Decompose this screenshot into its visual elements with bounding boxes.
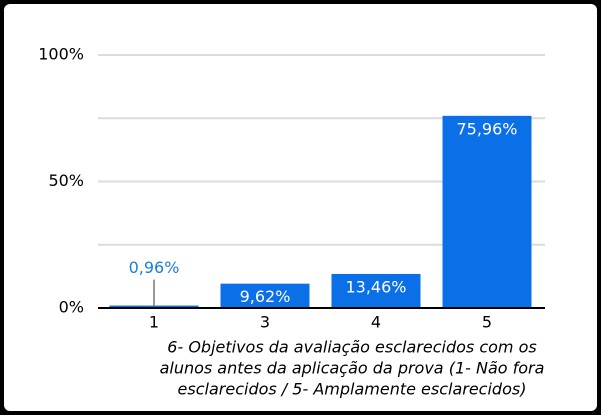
y-tick-label: 0% (59, 298, 84, 317)
chart: 0% 50% 100% 1 0,96% 3 9,62% 4 13,46% 5 75,96% 6- Ob… (38, 45, 545, 399)
x-tick-label: 4 (371, 313, 381, 332)
bar (109, 305, 199, 308)
x-tick-label: 3 (260, 313, 270, 332)
x-tick-label: 5 (482, 313, 492, 332)
value-label: 75,96% (456, 119, 517, 138)
value-label: 13,46% (345, 277, 406, 296)
x-axis-label: esclarecidos / 5- Amplamente esclarecido… (178, 380, 527, 399)
value-label: 0,96% (129, 258, 180, 277)
x-tick-label: 1 (149, 313, 159, 332)
value-label: 9,62% (240, 287, 291, 306)
y-tick-label: 100% (38, 45, 84, 64)
x-axis-label: 6- Objetivos da avaliação esclarecidos c… (167, 338, 536, 357)
bar (220, 283, 310, 308)
x-axis-label: alunos antes da aplicação da prova (1- N… (160, 359, 545, 378)
y-tick-label: 50% (48, 171, 84, 190)
bar (331, 273, 421, 308)
bar (442, 115, 532, 308)
